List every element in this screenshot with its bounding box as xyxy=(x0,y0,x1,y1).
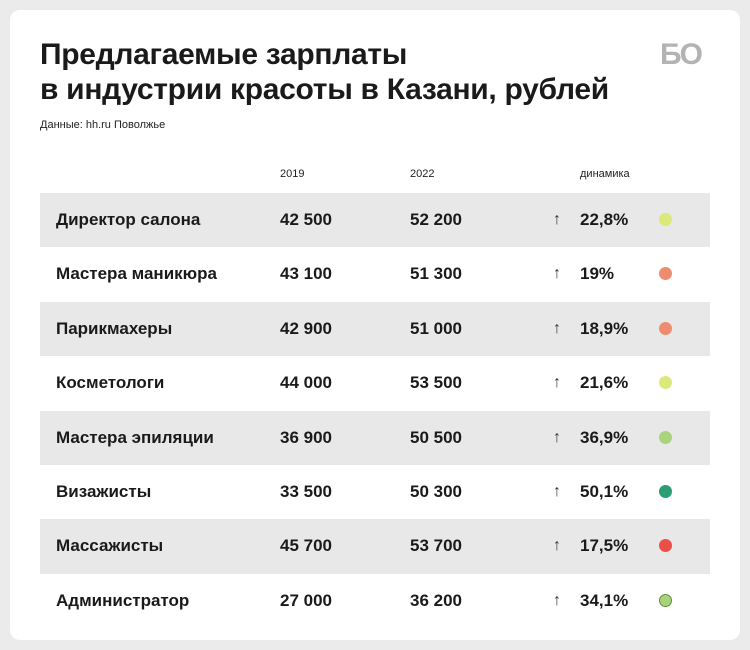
profession-name: Парикмахеры xyxy=(56,318,173,338)
up-arrow-icon: ↑ xyxy=(553,428,561,446)
salary-2022: 50 300 xyxy=(410,481,462,501)
salary-2019: 43 100 xyxy=(280,264,332,284)
up-arrow-icon: ↑ xyxy=(553,591,561,609)
status-dot-icon xyxy=(659,539,672,553)
salary-2019: 33 500 xyxy=(280,481,332,501)
salary-2022: 53 500 xyxy=(410,373,462,393)
salary-2019: 27 000 xyxy=(280,590,332,610)
salary-change-percent: 50,1% xyxy=(580,481,629,501)
table-row: Директор салона 42 500 52 200 ↑ 22,8% xyxy=(40,193,710,248)
status-dot-icon xyxy=(659,376,672,390)
chart-title: Предлагаемые зарплаты в индустрии красот… xyxy=(40,37,640,107)
salary-change-percent: 18,9% xyxy=(580,318,629,338)
salary-table: Директор салона 42 500 52 200 ↑ 22,8% Мастера… xyxy=(40,193,710,628)
salary-change-percent: 36,9% xyxy=(580,427,629,447)
table-row: Администратор 27 000 36 200 ↑ 34,1% xyxy=(40,574,710,628)
salary-2022: 53 700 xyxy=(410,536,462,556)
salary-2019: 45 700 xyxy=(280,536,332,556)
title-line-1: Предлагаемые зарплаты xyxy=(40,38,408,71)
profession-name: Косметологи xyxy=(56,373,165,393)
infographic-card: Предлагаемые зарплаты в индустрии красот… xyxy=(10,10,740,640)
table-row: Визажисты 33 500 50 300 ↑ 50,1% xyxy=(40,465,710,519)
salary-2022: 36 200 xyxy=(410,590,462,610)
salary-2019: 42 900 xyxy=(280,318,332,338)
title-line-2: в индустрии красоты в Казани, рублей xyxy=(40,73,609,106)
salary-2022: 50 500 xyxy=(410,427,462,447)
column-header-dynamics: динамика xyxy=(580,168,630,180)
data-source: Данные: hh.ru Поволжье xyxy=(40,119,166,131)
table-row: Мастера эпиляции 36 900 50 500 ↑ 36,9% xyxy=(40,410,710,465)
salary-2022: 51 300 xyxy=(410,264,462,284)
up-arrow-icon: ↑ xyxy=(553,374,561,392)
profession-name: Визажисты xyxy=(56,481,152,501)
salary-change-percent: 34,1% xyxy=(580,590,629,610)
status-dot-icon xyxy=(659,267,672,281)
salary-change-percent: 17,5% xyxy=(580,536,629,556)
up-arrow-icon: ↑ xyxy=(553,537,561,555)
table-row: Массажисты 45 700 53 700 ↑ 17,5% xyxy=(40,519,710,574)
column-header-2022: 2022 xyxy=(410,168,435,180)
up-arrow-icon: ↑ xyxy=(553,211,561,228)
salary-change-percent: 19% xyxy=(580,264,615,284)
table-row: Косметологи 44 000 53 500 ↑ 21,6% xyxy=(40,356,710,410)
profession-name: Мастера маникюра xyxy=(56,264,218,284)
table-row: Парикмахеры 42 900 51 000 ↑ 18,9% xyxy=(40,301,710,357)
up-arrow-icon: ↑ xyxy=(553,319,561,337)
salary-2019: 42 500 xyxy=(280,210,332,229)
profession-name: Мастера эпиляции xyxy=(56,427,214,447)
status-dot-icon xyxy=(659,213,672,226)
salary-change-percent: 21,6% xyxy=(580,373,629,393)
salary-2019: 44 000 xyxy=(280,373,332,393)
up-arrow-icon: ↑ xyxy=(553,482,561,500)
profession-name: Массажисты xyxy=(56,536,164,556)
status-dot-icon xyxy=(659,593,672,607)
profession-name: Администратор xyxy=(56,590,190,610)
status-dot-icon xyxy=(659,430,672,444)
salary-2022: 52 200 xyxy=(410,210,462,229)
table-row: Мастера маникюра 43 100 51 300 ↑ 19% xyxy=(40,247,710,301)
salary-2019: 36 900 xyxy=(280,427,332,447)
status-dot-icon xyxy=(659,321,672,335)
bo-logo: БО xyxy=(660,38,703,71)
column-header-2019: 2019 xyxy=(280,168,305,180)
profession-name: Директор салона xyxy=(56,210,201,229)
status-dot-icon xyxy=(659,484,672,498)
up-arrow-icon: ↑ xyxy=(553,265,561,283)
salary-change-percent: 22,8% xyxy=(580,210,629,229)
salary-2022: 51 000 xyxy=(410,318,462,338)
